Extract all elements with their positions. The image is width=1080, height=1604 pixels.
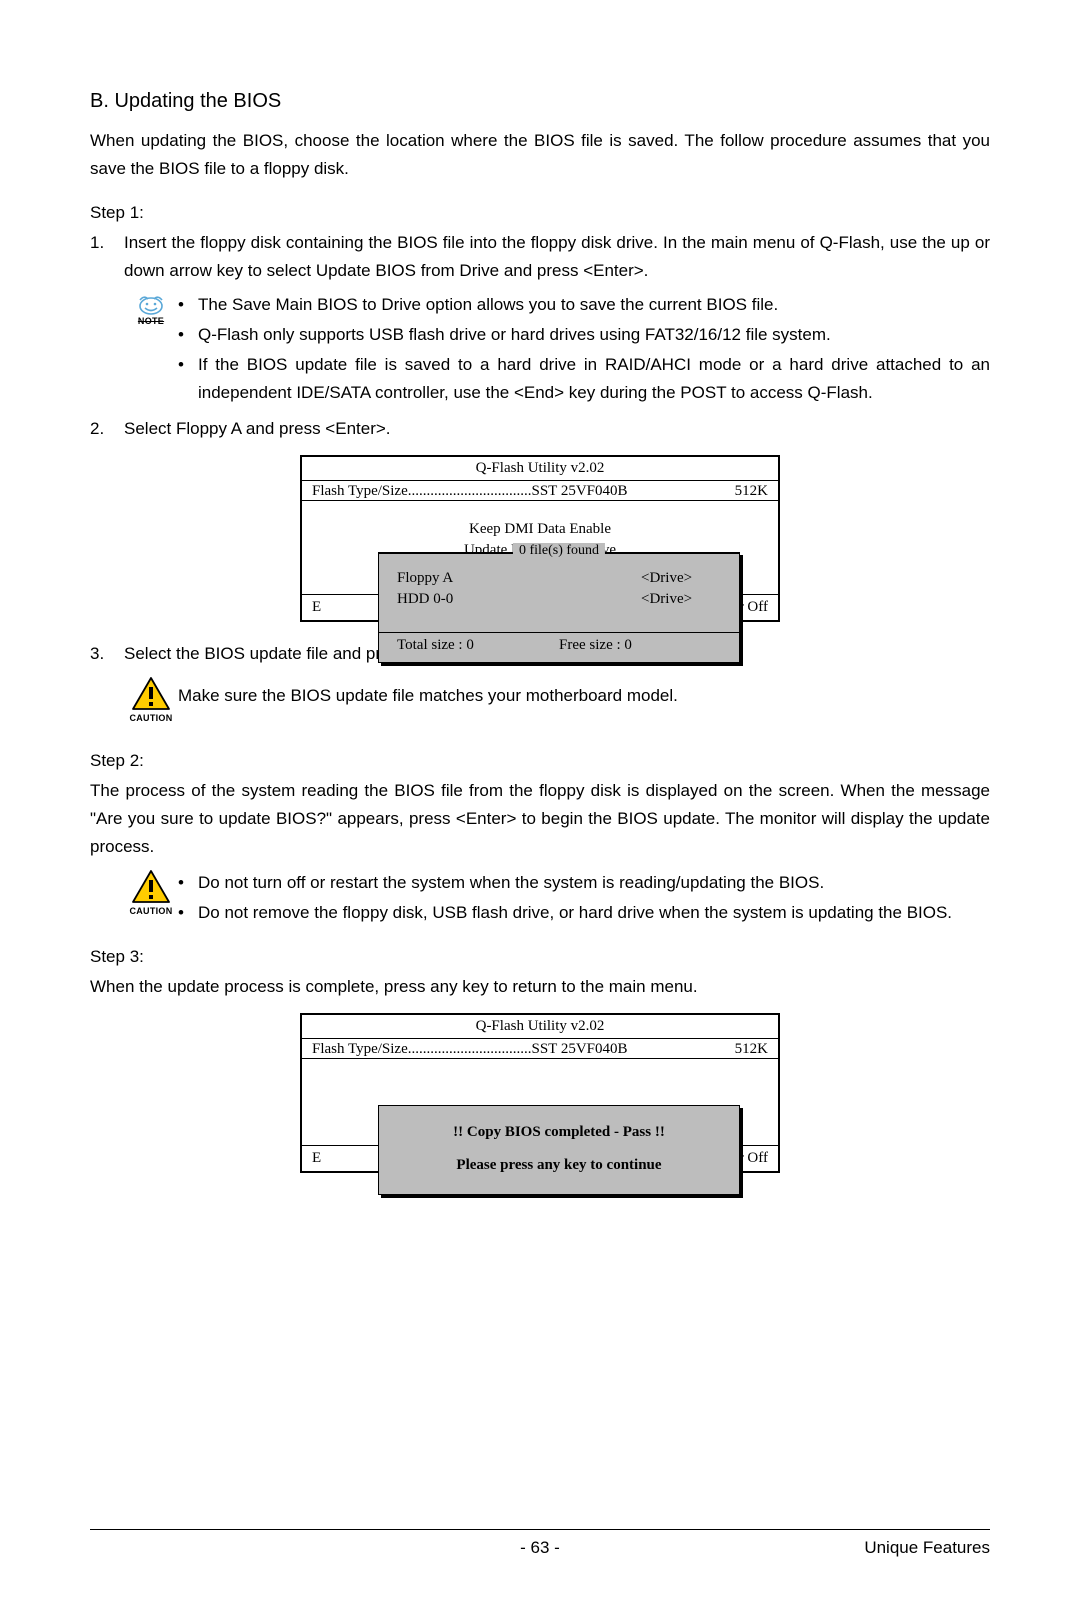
- bullet-item: • Do not remove the floppy disk, USB fla…: [178, 899, 990, 927]
- bullet-dot: •: [178, 321, 198, 349]
- flash-type: Flash Type/Size.........................…: [312, 1041, 708, 1058]
- page-number: - 63 -: [390, 1538, 690, 1558]
- bullet-item: • The Save Main BIOS to Drive option all…: [178, 291, 990, 319]
- caution-block-2: CAUTION • Do not turn off or restart the…: [124, 869, 990, 929]
- bullet-item: • If the BIOS update file is saved to a …: [178, 351, 990, 407]
- pass-line2: Please press any key to continue: [389, 1157, 729, 1174]
- drive-select-box: 0 file(s) found Floppy A <Drive> HDD 0-0…: [378, 552, 740, 663]
- bullet-dot: •: [178, 869, 198, 897]
- section-heading: B. Updating the BIOS: [90, 90, 990, 113]
- drive-name: HDD 0-0: [397, 589, 641, 609]
- qflash-mid-line1: Keep DMI Data Enable: [312, 519, 768, 539]
- drive-title-wrap: 0 file(s) found: [379, 553, 739, 554]
- drive-tag: <Drive>: [641, 589, 721, 609]
- pass-line1: !! Copy BIOS completed - Pass !!: [389, 1124, 729, 1141]
- note-block: NOTE • The Save Main BIOS to Drive optio…: [124, 291, 990, 409]
- caution-icon-col: CAUTION: [124, 676, 178, 723]
- text: and press <Enter>.: [499, 261, 648, 280]
- caution-label: CAUTION: [129, 713, 172, 723]
- caution-bullets: • Do not turn off or restart the system …: [178, 869, 990, 929]
- qflash-bottom-left: E: [312, 599, 334, 616]
- drive-footer: Total size : 0 Free size : 0: [379, 632, 739, 662]
- list-number: 1.: [90, 229, 124, 285]
- note-icon-col: NOTE: [124, 291, 178, 326]
- qflash-window-1: Q-Flash Utility v2.02 Flash Type/Size...…: [300, 455, 780, 622]
- bullet-dot: •: [178, 291, 198, 319]
- bullet-item: • Do not turn off or restart the system …: [178, 869, 990, 897]
- list-number: 3.: [90, 640, 124, 668]
- caution-icon-col: CAUTION: [124, 869, 178, 916]
- bullet-text: The Save Main BIOS to Drive option allow…: [198, 291, 990, 319]
- bullet-text: Q-Flash only supports USB flash drive or…: [198, 321, 990, 349]
- step3-label: Step 3:: [90, 947, 990, 967]
- note-smiley-icon: [134, 293, 168, 315]
- footer-left: [90, 1538, 390, 1558]
- step3-paragraph: When the update process is complete, pre…: [90, 973, 990, 1001]
- page-footer: - 63 - Unique Features: [90, 1529, 990, 1558]
- flash-size: 512K: [708, 1041, 768, 1058]
- qflash-title: Q-Flash Utility v2.02: [302, 457, 778, 481]
- caution-triangle-icon: [131, 676, 171, 712]
- drive-list: Floppy A <Drive> HDD 0-0 <Drive>: [379, 554, 739, 632]
- list-number: 2.: [90, 415, 124, 443]
- bullet-item: • Q-Flash only supports USB flash drive …: [178, 321, 990, 349]
- bold-term: Floppy A: [176, 419, 241, 438]
- text: The: [198, 295, 232, 314]
- list-text: Select Floppy A and press <Enter>.: [124, 415, 990, 443]
- text: Select: [124, 419, 176, 438]
- step2-paragraph: The process of the system reading the BI…: [90, 777, 990, 861]
- bullet-dot: •: [178, 351, 198, 407]
- flash-type: Flash Type/Size.........................…: [312, 483, 708, 500]
- total-size: Total size : 0: [397, 637, 559, 654]
- free-size: Free size : 0: [559, 637, 721, 654]
- qflash-flash-row: Flash Type/Size.........................…: [302, 1039, 778, 1059]
- bold-term: Update BIOS from Drive: [316, 261, 499, 280]
- qflash-window-2: Q-Flash Utility v2.02 Flash Type/Size...…: [300, 1013, 780, 1173]
- step1-item2: 2. Select Floppy A and press <Enter>.: [90, 415, 990, 443]
- footer-section: Unique Features: [690, 1538, 990, 1558]
- caution-block-1: CAUTION Make sure the BIOS update file m…: [124, 676, 990, 723]
- bullet-text: Do not remove the floppy disk, USB flash…: [198, 899, 990, 927]
- text: option allows you to save the current BI…: [421, 295, 778, 314]
- drive-row[interactable]: HDD 0-0 <Drive>: [397, 589, 721, 609]
- step1-label: Step 1:: [90, 203, 990, 223]
- qflash-bottom-left: E: [312, 1150, 334, 1167]
- intro-paragraph: When updating the BIOS, choose the locat…: [90, 127, 990, 183]
- qflash-title: Q-Flash Utility v2.02: [302, 1015, 778, 1039]
- caution-triangle-icon: [131, 869, 171, 905]
- text: and press <Enter>.: [241, 419, 390, 438]
- pass-dialog: !! Copy BIOS completed - Pass !! Please …: [378, 1105, 740, 1195]
- bullet-text: Do not turn off or restart the system wh…: [198, 869, 990, 897]
- step2-label: Step 2:: [90, 751, 990, 771]
- drive-tag: <Drive>: [641, 568, 721, 588]
- flash-size: 512K: [708, 483, 768, 500]
- bullet-dot: •: [178, 899, 198, 927]
- note-label: NOTE: [138, 316, 164, 326]
- caution-label: CAUTION: [129, 906, 172, 916]
- caution-text: Make sure the BIOS update file matches y…: [178, 676, 990, 710]
- bullet-text: If the BIOS update file is saved to a ha…: [198, 351, 990, 407]
- drive-name: Floppy A: [397, 568, 641, 588]
- step1-item1: 1. Insert the floppy disk containing the…: [90, 229, 990, 285]
- list-text: Insert the floppy disk containing the BI…: [124, 229, 990, 285]
- drive-row[interactable]: Floppy A <Drive>: [397, 568, 721, 588]
- drive-title: 0 file(s) found: [513, 543, 605, 559]
- qflash-flash-row: Flash Type/Size.........................…: [302, 481, 778, 501]
- note-bullets: • The Save Main BIOS to Drive option all…: [178, 291, 990, 409]
- bold-term: Save Main BIOS to Drive: [232, 295, 421, 314]
